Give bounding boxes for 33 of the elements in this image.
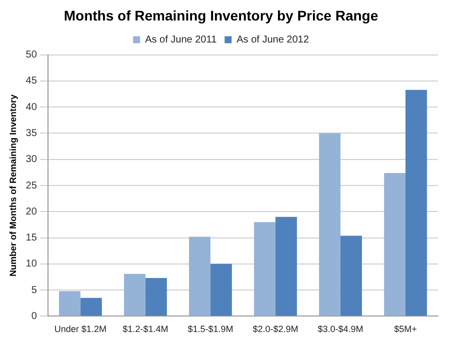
y-tick-label: 5 <box>31 284 38 296</box>
y-tick-label: 40 <box>26 102 38 113</box>
legend-label: As of June 2012 <box>236 34 310 46</box>
bar <box>80 298 102 316</box>
y-tick-label: 50 <box>26 50 38 61</box>
chart-title: Months of Remaining Inventory by Price Range <box>64 7 378 24</box>
y-tick-label: 10 <box>26 258 38 270</box>
legend-label: As of June 2011 <box>145 34 218 46</box>
bar <box>384 172 406 316</box>
x-tick-label: $1.2-$1.4M <box>122 324 168 334</box>
x-tick-label: $1.5-$1.9M <box>188 324 234 334</box>
y-tick-label: 45 <box>26 76 38 87</box>
bar <box>58 291 80 316</box>
x-tick-label: $2.0-$2.9M <box>252 324 298 334</box>
y-tick-label: 35 <box>26 128 38 139</box>
bar <box>145 278 167 316</box>
y-tick-label: 25 <box>26 180 38 192</box>
x-tick-label: $5M+ <box>394 324 417 334</box>
y-tick-label: 30 <box>26 154 38 166</box>
x-tick-label: $3.0-$4.9M <box>318 324 364 334</box>
bar <box>405 90 427 316</box>
y-axis-title: Number of Months of Remaining Inventory <box>8 94 18 277</box>
bar <box>189 236 210 316</box>
bar <box>254 222 276 316</box>
bar <box>275 216 297 316</box>
y-tick-label: 0 <box>31 310 38 322</box>
y-tick-label: 15 <box>26 232 38 244</box>
y-tick-label: 20 <box>26 206 38 218</box>
bar <box>319 133 340 316</box>
x-tick-label: Under $1.2M <box>54 324 106 334</box>
bar <box>124 274 146 316</box>
bar <box>210 264 232 316</box>
bar <box>340 236 362 316</box>
